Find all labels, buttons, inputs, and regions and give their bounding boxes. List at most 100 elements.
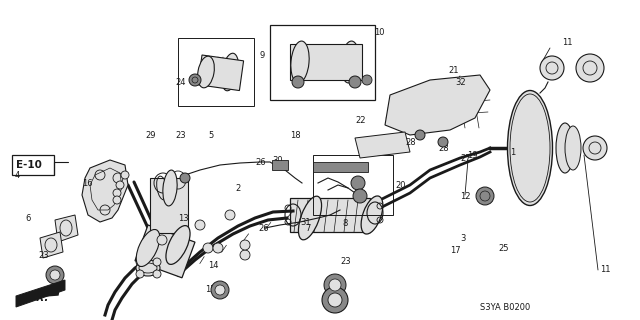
Circle shape: [113, 189, 121, 197]
Text: 8: 8: [342, 219, 348, 228]
Circle shape: [353, 189, 367, 203]
Ellipse shape: [198, 56, 214, 88]
Circle shape: [136, 258, 144, 266]
Circle shape: [46, 266, 64, 284]
Ellipse shape: [361, 196, 383, 234]
Circle shape: [153, 270, 161, 278]
Text: 1: 1: [510, 148, 515, 156]
Text: 11: 11: [562, 37, 573, 46]
Text: S3YA B0200: S3YA B0200: [480, 303, 531, 313]
Text: 5: 5: [208, 131, 213, 140]
Polygon shape: [355, 132, 410, 158]
Bar: [290, 44, 362, 80]
Ellipse shape: [556, 123, 574, 173]
Circle shape: [116, 181, 124, 189]
Circle shape: [328, 293, 342, 307]
Text: 17: 17: [450, 245, 461, 254]
Polygon shape: [385, 75, 490, 135]
Circle shape: [225, 210, 235, 220]
Text: 28: 28: [438, 143, 449, 153]
Circle shape: [329, 279, 341, 291]
Text: 27: 27: [460, 154, 470, 163]
Circle shape: [211, 281, 229, 299]
Circle shape: [195, 220, 205, 230]
Text: E-10: E-10: [16, 160, 42, 170]
Text: 3: 3: [460, 234, 465, 243]
Text: 21: 21: [448, 66, 458, 75]
Circle shape: [322, 287, 348, 313]
Text: 16: 16: [82, 179, 93, 188]
Text: 12: 12: [460, 191, 470, 201]
Text: 22: 22: [355, 116, 365, 124]
Text: 6: 6: [25, 213, 30, 222]
Text: 9: 9: [260, 51, 265, 60]
Circle shape: [583, 136, 607, 160]
Text: 23: 23: [175, 131, 186, 140]
Circle shape: [476, 187, 494, 205]
Bar: [313, 162, 368, 172]
Circle shape: [576, 54, 604, 82]
Text: 20: 20: [395, 180, 406, 189]
Bar: [178, 38, 254, 106]
Text: 7: 7: [305, 223, 310, 233]
Bar: [290, 198, 370, 232]
Text: 18: 18: [290, 131, 301, 140]
Ellipse shape: [166, 226, 190, 264]
Circle shape: [50, 270, 60, 280]
Ellipse shape: [508, 91, 552, 205]
Bar: [270, 25, 375, 100]
Circle shape: [540, 56, 564, 80]
Text: 19: 19: [467, 150, 477, 159]
Circle shape: [324, 274, 346, 296]
Circle shape: [349, 76, 361, 88]
Text: 24: 24: [175, 77, 186, 86]
Text: 4: 4: [15, 171, 20, 180]
Text: 10: 10: [374, 28, 385, 36]
Text: 2: 2: [235, 183, 240, 193]
Circle shape: [189, 74, 201, 86]
Circle shape: [362, 75, 372, 85]
Text: 26: 26: [258, 223, 269, 233]
Circle shape: [438, 137, 448, 147]
Ellipse shape: [341, 41, 359, 83]
Bar: [150, 178, 188, 233]
Polygon shape: [20, 285, 60, 298]
Circle shape: [121, 171, 129, 179]
Text: 15: 15: [205, 285, 216, 294]
Circle shape: [153, 258, 161, 266]
Ellipse shape: [565, 126, 581, 170]
Text: 28: 28: [405, 138, 415, 147]
Ellipse shape: [221, 53, 239, 91]
Ellipse shape: [136, 260, 160, 276]
Text: 23: 23: [340, 258, 351, 267]
Bar: [272, 160, 288, 170]
Circle shape: [240, 250, 250, 260]
Bar: [12, 155, 54, 175]
Text: 31: 31: [300, 218, 310, 227]
Circle shape: [136, 270, 144, 278]
Ellipse shape: [291, 41, 309, 83]
Text: FR.: FR.: [30, 293, 49, 303]
Bar: [313, 155, 393, 215]
Polygon shape: [16, 280, 65, 307]
Bar: [135, 225, 195, 278]
Circle shape: [180, 173, 190, 183]
Text: 11: 11: [600, 266, 611, 275]
Circle shape: [213, 243, 223, 253]
Circle shape: [157, 235, 167, 245]
Circle shape: [415, 130, 425, 140]
Circle shape: [203, 243, 213, 253]
Ellipse shape: [163, 170, 177, 206]
Text: 29: 29: [145, 131, 156, 140]
Ellipse shape: [136, 229, 160, 267]
Text: 12: 12: [325, 281, 335, 290]
Ellipse shape: [298, 196, 321, 240]
Polygon shape: [55, 215, 78, 242]
Text: 30: 30: [272, 156, 283, 164]
Text: 13: 13: [178, 213, 189, 222]
Bar: [198, 55, 244, 91]
Circle shape: [240, 240, 250, 250]
Circle shape: [351, 176, 365, 190]
Text: 32: 32: [455, 77, 466, 86]
Circle shape: [292, 76, 304, 88]
